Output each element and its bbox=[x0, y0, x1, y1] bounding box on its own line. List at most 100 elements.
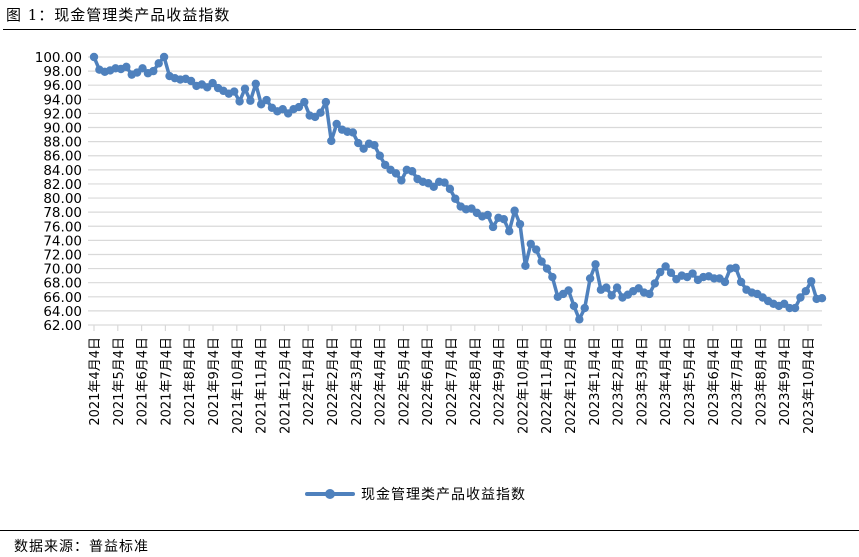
x-tick-label: 2022年9月4日 bbox=[493, 337, 508, 426]
y-tick-label: 98.00 bbox=[43, 64, 82, 80]
data-point bbox=[790, 303, 800, 313]
y-tick-label: 86.00 bbox=[43, 149, 82, 165]
data-point bbox=[575, 315, 584, 324]
data-point bbox=[612, 283, 622, 292]
x-tick-label: 2021年7月4日 bbox=[159, 337, 174, 426]
x-tick-label: 2023年3月4日 bbox=[635, 337, 650, 426]
data-point bbox=[666, 268, 676, 278]
data-point bbox=[510, 206, 519, 215]
x-tick-label: 2021年4月4日 bbox=[88, 337, 103, 426]
data-source: 数据来源：普益标准 bbox=[14, 539, 149, 555]
x-tick-label: 2022年8月4日 bbox=[469, 337, 484, 426]
x-tick-label: 2022年1月4日 bbox=[302, 337, 317, 426]
x-tick-label: 2023年5月4日 bbox=[683, 337, 698, 426]
data-point bbox=[531, 245, 541, 254]
data-point bbox=[294, 102, 304, 112]
data-point bbox=[359, 144, 368, 153]
y-tick-label: 94.00 bbox=[43, 92, 82, 108]
y-tick-label: 90.00 bbox=[43, 121, 82, 137]
data-point bbox=[602, 283, 611, 292]
y-tick-label: 80.00 bbox=[43, 191, 82, 207]
x-tick-label: 2023年2月4日 bbox=[612, 337, 627, 426]
data-point bbox=[591, 260, 600, 269]
data-point bbox=[515, 219, 525, 229]
y-tick-label: 82.00 bbox=[43, 177, 82, 193]
data-point bbox=[801, 286, 811, 296]
data-point bbox=[505, 227, 514, 236]
data-point bbox=[391, 169, 401, 178]
data-point bbox=[488, 222, 498, 232]
data-point bbox=[688, 269, 697, 278]
data-point bbox=[440, 178, 449, 187]
y-tick-label: 70.00 bbox=[43, 262, 82, 278]
bottom-divider bbox=[0, 530, 859, 531]
x-tick-label: 2023年7月4日 bbox=[731, 337, 746, 426]
x-tick-label: 2021年6月4日 bbox=[136, 337, 151, 426]
legend-label: 现金管理类产品收益指数 bbox=[361, 487, 526, 503]
data-point bbox=[235, 97, 244, 106]
data-point bbox=[817, 294, 827, 303]
data-point bbox=[407, 167, 417, 176]
x-tick-label: 2023年8月4日 bbox=[754, 337, 769, 426]
y-tick-label: 78.00 bbox=[43, 205, 82, 221]
x-tick-label: 2023年10月4日 bbox=[802, 337, 817, 434]
data-point bbox=[208, 78, 217, 88]
data-point bbox=[585, 274, 595, 283]
data-point bbox=[354, 138, 363, 148]
x-tick-label: 2022年6月4日 bbox=[421, 337, 436, 426]
data-point bbox=[397, 176, 406, 185]
x-tick-label: 2021年9月4日 bbox=[207, 337, 222, 426]
data-point bbox=[521, 261, 530, 270]
x-tick-label: 2023年1月4日 bbox=[588, 337, 603, 426]
data-point bbox=[807, 277, 816, 286]
data-point bbox=[451, 194, 460, 203]
data-point bbox=[154, 59, 163, 68]
data-point bbox=[542, 264, 552, 273]
y-tick-label: 88.00 bbox=[43, 135, 82, 151]
data-point bbox=[656, 267, 665, 277]
data-point bbox=[537, 257, 546, 266]
line-chart: 100.0098.0096.0094.0092.0090.0088.0086.0… bbox=[35, 50, 827, 434]
y-tick-label: 66.00 bbox=[43, 290, 82, 306]
y-tick-label: 84.00 bbox=[43, 163, 82, 179]
data-point bbox=[650, 279, 660, 288]
data-point bbox=[526, 239, 535, 249]
data-point bbox=[564, 286, 573, 295]
x-tick-label: 2023年9月4日 bbox=[778, 337, 793, 426]
x-tick-label: 2023年4月4日 bbox=[659, 337, 674, 426]
x-tick-label: 2022年3月4日 bbox=[350, 337, 365, 426]
x-tick-label: 2021年11月4日 bbox=[255, 337, 270, 434]
x-tick-label: 2022年10月4日 bbox=[516, 337, 531, 434]
data-point bbox=[720, 277, 730, 287]
x-tick-label: 2021年8月4日 bbox=[183, 337, 198, 426]
top-divider bbox=[3, 29, 856, 30]
x-tick-label: 2021年10月4日 bbox=[231, 337, 246, 434]
x-tick-label: 2022年5月4日 bbox=[397, 337, 412, 426]
data-point bbox=[731, 263, 740, 273]
data-point bbox=[375, 151, 385, 160]
data-point bbox=[499, 215, 509, 224]
data-point bbox=[321, 97, 331, 107]
y-tick-label: 72.00 bbox=[43, 247, 82, 263]
data-point bbox=[332, 119, 341, 129]
y-tick-label: 64.00 bbox=[43, 304, 82, 320]
legend-line-marker-icon bbox=[305, 489, 355, 499]
legend: 现金管理类产品收益指数 bbox=[305, 484, 526, 504]
data-point bbox=[483, 210, 492, 220]
x-tick-label: 2022年7月4日 bbox=[445, 337, 460, 426]
data-point bbox=[230, 87, 239, 96]
data-point bbox=[300, 97, 309, 107]
x-tick-label: 2021年12月4日 bbox=[278, 337, 293, 434]
data-point bbox=[569, 301, 579, 311]
data-point bbox=[548, 272, 557, 282]
data-point bbox=[159, 52, 169, 62]
y-tick-label: 74.00 bbox=[43, 233, 82, 249]
y-tick-label: 76.00 bbox=[43, 219, 82, 235]
data-point bbox=[138, 64, 147, 73]
data-point bbox=[645, 289, 654, 299]
data-point bbox=[736, 277, 746, 287]
data-point bbox=[580, 303, 589, 313]
figure-title: 图 1：现金管理类产品收益指数 bbox=[6, 6, 231, 24]
x-tick-label: 2022年11月4日 bbox=[540, 337, 555, 434]
x-tick-label: 2023年6月4日 bbox=[707, 337, 722, 426]
